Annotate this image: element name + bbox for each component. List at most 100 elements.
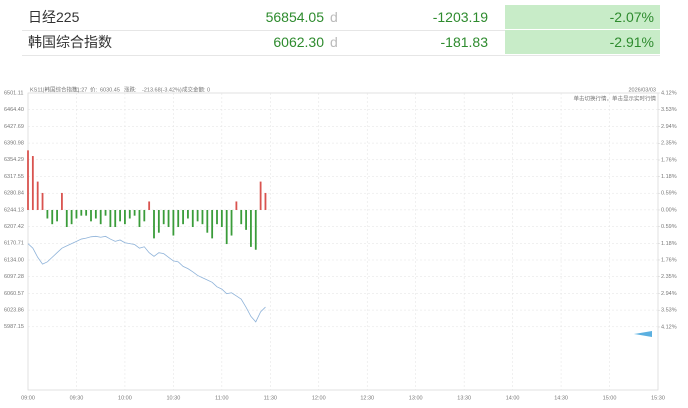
change-bar bbox=[264, 192, 267, 210]
y-tick-label: 6170.71 bbox=[4, 241, 24, 247]
change-bar bbox=[70, 209, 73, 225]
y2-tick-label: 0.00% bbox=[661, 207, 677, 213]
x-tick-label: 13:30 bbox=[457, 395, 471, 401]
change-bar bbox=[196, 209, 199, 222]
y-tick-label: 6354.29 bbox=[4, 157, 24, 163]
y2-tick-label: 0.59% bbox=[661, 191, 677, 197]
change-bar bbox=[51, 209, 54, 225]
header-change-label: 涨跌: bbox=[124, 85, 137, 93]
header-code: KS11|韩国综合指数| bbox=[30, 85, 79, 93]
quote-pct: -2.07% bbox=[505, 5, 660, 29]
y-tick-label: 6207.42 bbox=[4, 224, 24, 230]
change-bar bbox=[65, 209, 68, 228]
change-bar bbox=[75, 209, 78, 219]
x-tick-label: 12:00 bbox=[312, 395, 326, 401]
change-bar bbox=[187, 209, 189, 219]
change-bar bbox=[245, 209, 247, 230]
quote-name: 日经225 bbox=[28, 9, 80, 25]
change-bar bbox=[148, 201, 151, 210]
change-bar bbox=[216, 209, 218, 225]
y2-tick-label: 3.53% bbox=[661, 107, 677, 113]
quote-price: 56854.05 bbox=[265, 9, 324, 25]
change-bar bbox=[230, 209, 233, 236]
change-bar bbox=[182, 209, 184, 225]
change-bar bbox=[254, 209, 257, 250]
x-tick-label: 15:00 bbox=[603, 395, 617, 401]
change-bar bbox=[41, 192, 44, 210]
y-tick-label: 6023.86 bbox=[4, 308, 24, 314]
change-bar bbox=[99, 209, 102, 225]
change-bar bbox=[177, 209, 180, 228]
quote-name: 韩国综合指数 bbox=[28, 34, 112, 50]
quote-change: -181.83 bbox=[440, 34, 488, 50]
change-bar bbox=[172, 209, 175, 236]
y-tick-label: 6464.40 bbox=[4, 107, 24, 113]
y2-tick-label: 2.94% bbox=[661, 291, 677, 297]
quote-row[interactable]: 韩国综合指数 6062.30 d -181.83 -2.91% bbox=[22, 30, 660, 56]
change-bar bbox=[94, 209, 97, 219]
quote-pct: -2.91% bbox=[505, 30, 660, 54]
y2-tick-label: 4.12% bbox=[661, 324, 677, 330]
change-bar bbox=[36, 181, 39, 210]
change-bar bbox=[259, 181, 262, 210]
header-change: -213.68(-3.42%) bbox=[142, 87, 182, 93]
x-tick-label: 09:00 bbox=[21, 395, 35, 401]
x-tick-label: 14:00 bbox=[506, 395, 520, 401]
quote-change: -1203.19 bbox=[432, 9, 488, 25]
y2-tick-label: 1.76% bbox=[661, 257, 677, 263]
y2-tick-label: 4.12% bbox=[661, 90, 677, 96]
header-price-label: 价: bbox=[90, 86, 98, 93]
x-tick-label: 12:30 bbox=[360, 395, 374, 401]
change-bar bbox=[250, 209, 252, 247]
change-bar bbox=[109, 209, 112, 228]
change-bar bbox=[211, 209, 214, 239]
change-bar bbox=[220, 209, 223, 228]
y-tick-label: 5987.15 bbox=[4, 324, 24, 330]
x-tick-label: 09:30 bbox=[70, 395, 84, 401]
change-bar bbox=[31, 156, 34, 210]
y-tick-label: 6060.57 bbox=[4, 291, 24, 297]
change-bar bbox=[153, 209, 155, 239]
quote-price: 6062.30 bbox=[273, 34, 324, 50]
y-tick-label: 6427.69 bbox=[4, 124, 24, 130]
change-bar bbox=[56, 209, 58, 222]
y-tick-label: 6097.28 bbox=[4, 274, 24, 280]
change-bar bbox=[206, 209, 209, 233]
x-tick-label: 11:30 bbox=[264, 395, 277, 401]
change-bar bbox=[167, 209, 170, 228]
y2-tick-label: 3.53% bbox=[661, 308, 677, 314]
scroll-icon[interactable] bbox=[634, 331, 652, 337]
y2-tick-label: 1.18% bbox=[661, 174, 677, 180]
y2-tick-label: 0.59% bbox=[661, 224, 677, 230]
change-bar bbox=[114, 209, 117, 228]
x-tick-label: 10:00 bbox=[118, 395, 132, 401]
x-tick-label: 10:30 bbox=[167, 395, 181, 401]
change-bar bbox=[104, 209, 107, 216]
y-tick-label: 6317.55 bbox=[4, 174, 24, 180]
change-bar bbox=[90, 209, 92, 222]
quote-row[interactable]: 日经225 56854.05 d -1203.19 -2.07% bbox=[22, 5, 660, 31]
header-date: 2026/03/03 bbox=[628, 87, 656, 93]
x-tick-label: 11:00 bbox=[215, 395, 228, 401]
y2-tick-label: 1.76% bbox=[661, 157, 677, 163]
y-tick-label: 6244.13 bbox=[4, 207, 24, 213]
header-time: 11:27 bbox=[74, 87, 87, 93]
change-bar bbox=[235, 201, 238, 210]
header-price: 6030.45 bbox=[100, 87, 120, 93]
header-note: 单击切换行情，单击显示实时行情 bbox=[573, 94, 656, 102]
change-bar bbox=[143, 209, 146, 222]
quote-flag: d bbox=[330, 34, 338, 50]
change-bar bbox=[240, 209, 243, 225]
y2-tick-label: 2.35% bbox=[661, 274, 677, 280]
change-bar bbox=[225, 209, 228, 245]
x-tick-label: 15:30 bbox=[651, 395, 665, 401]
y2-tick-label: 1.18% bbox=[661, 241, 677, 247]
y-tick-label: 6134.00 bbox=[4, 257, 24, 263]
change-bar bbox=[157, 209, 160, 233]
change-bar bbox=[133, 209, 136, 216]
change-bar bbox=[201, 209, 204, 225]
x-tick-label: 13:00 bbox=[409, 395, 423, 401]
quote-flag: d bbox=[330, 9, 338, 25]
